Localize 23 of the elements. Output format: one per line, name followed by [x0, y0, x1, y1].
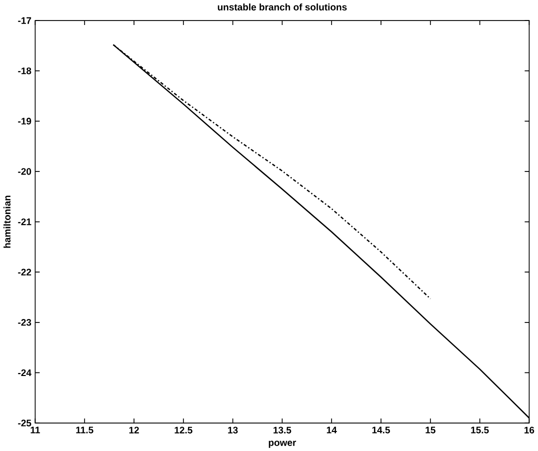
x-tick-label: 11 [30, 426, 40, 434]
y-tick-label: -19 [18, 118, 32, 124]
x-tick-label: 12 [129, 426, 139, 434]
x-tick-label: 13.5 [274, 426, 292, 434]
x-axis-title: power [268, 440, 296, 448]
x-tick-label: 12.5 [174, 426, 192, 434]
y-tick-label: -25 [18, 419, 32, 426]
y-tick-label: -18 [18, 67, 32, 74]
y-tick-label: -17 [18, 17, 32, 24]
x-tick-label: 15.5 [471, 426, 489, 434]
x-tick-label: 15 [426, 426, 436, 434]
x-tick-label: 14.5 [372, 426, 390, 434]
x-tick-label: 11.5 [76, 426, 94, 434]
x-tick-label: 16 [524, 426, 534, 434]
y-tick-label: -24 [18, 369, 32, 376]
y-tick-label: -22 [18, 268, 32, 276]
y-tick-label: -21 [18, 218, 32, 225]
x-tick-label: 13 [228, 426, 238, 434]
y-axis-title: hamiltonian [4, 196, 11, 248]
y-tick-label: -20 [18, 168, 32, 175]
x-tick-label: 14 [326, 426, 337, 434]
y-tick-label: -23 [18, 318, 32, 326]
chart-title: unstable branch of solutions [218, 3, 347, 10]
